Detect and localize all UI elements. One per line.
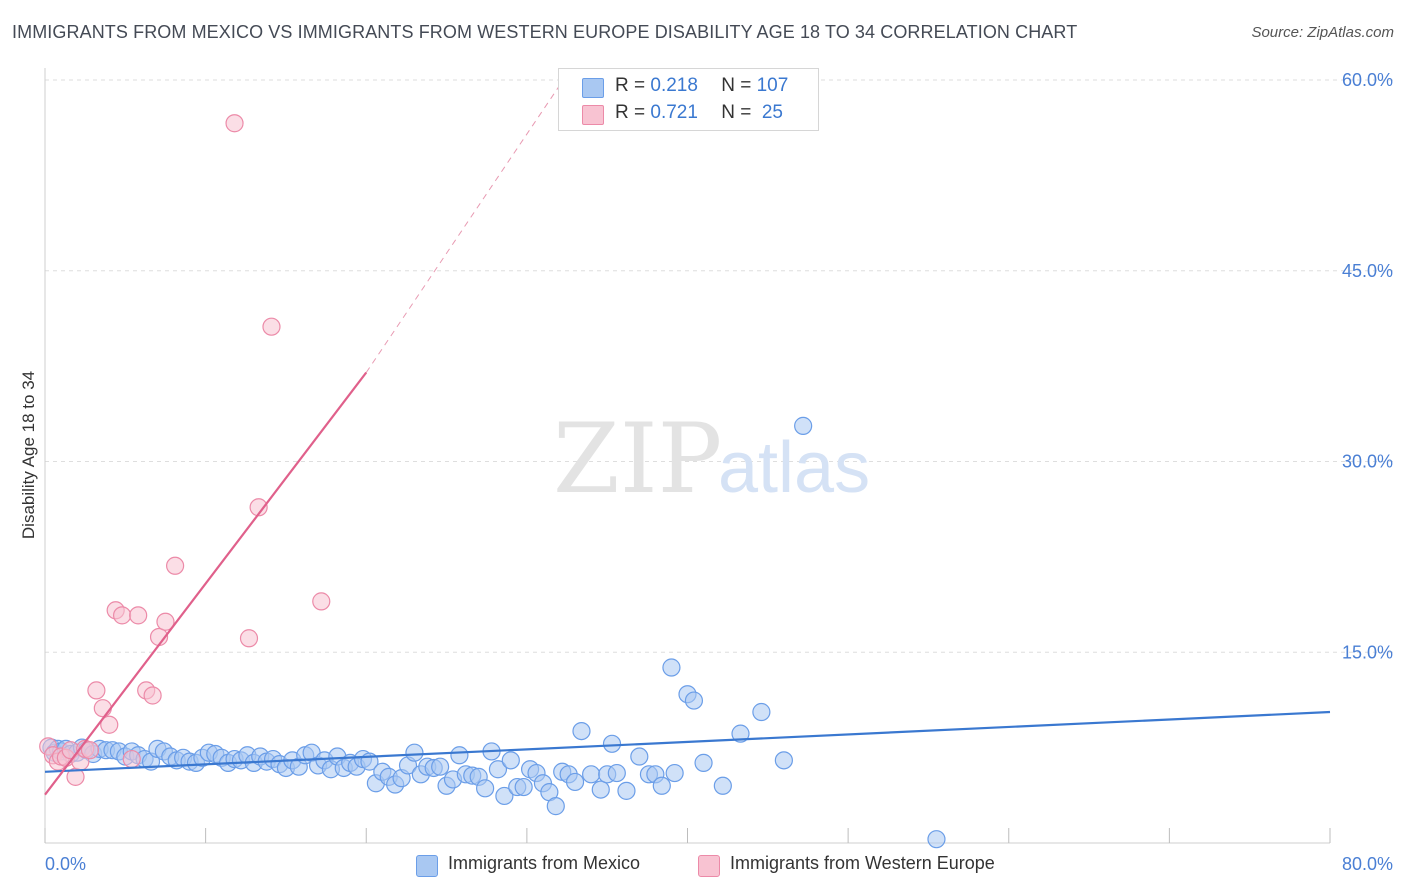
y-axis-title: Disability Age 18 to 34 <box>19 371 38 539</box>
legend-r-value: 0.721 <box>650 102 698 123</box>
point-western-europe <box>129 606 148 625</box>
series-legend: Immigrants from Mexico Immigrants from W… <box>0 850 1406 880</box>
point-western-europe <box>156 612 175 631</box>
watermark-atlas: atlas <box>718 428 870 508</box>
y-tick-label: 30.0% <box>1342 452 1393 472</box>
legend-r-label: R = <box>615 102 651 123</box>
point-western-europe <box>87 681 106 700</box>
point-western-europe <box>262 317 281 336</box>
point-mexico <box>565 772 585 792</box>
point-mexico <box>713 776 732 795</box>
trendline <box>44 371 368 796</box>
legend-n-label: N = <box>721 75 757 96</box>
point-western-europe <box>80 741 100 760</box>
watermark-zip: ZIP <box>553 403 722 515</box>
point-mexico <box>652 776 671 795</box>
point-mexico <box>694 753 713 772</box>
point-western-europe <box>112 606 132 625</box>
legend-r-label: R = <box>615 75 651 96</box>
legend-n-label: N = <box>721 102 757 123</box>
point-western-europe <box>249 498 268 517</box>
point-mexico <box>607 763 626 783</box>
trendline-extension <box>365 86 560 373</box>
legend-swatch-western-europe <box>698 855 720 877</box>
point-mexico <box>662 658 681 677</box>
point-mexico <box>488 760 508 779</box>
point-mexico <box>684 691 704 710</box>
point-mexico <box>582 765 601 784</box>
trendline <box>44 710 1331 773</box>
legend-row-mexico: R = 0.218 N = 107 <box>582 75 789 98</box>
y-tick-label: 15.0% <box>1342 642 1393 662</box>
point-mexico <box>617 781 636 800</box>
chart-source: Source: ZipAtlas.com <box>1251 24 1394 41</box>
legend-n-value: 107 <box>756 75 789 96</box>
point-mexico <box>501 751 520 770</box>
trend-layer <box>44 86 1331 796</box>
point-mexico <box>450 746 469 765</box>
legend-n-value: 25 <box>756 102 783 123</box>
point-western-europe <box>143 686 162 705</box>
point-mexico <box>602 734 622 753</box>
y-tick-label: 45.0% <box>1342 261 1393 281</box>
point-mexico <box>927 830 946 849</box>
point-mexico <box>591 780 610 799</box>
point-mexico <box>572 721 591 741</box>
point-mexico <box>405 743 424 762</box>
watermark: ZIP atlas <box>553 403 870 515</box>
point-western-europe <box>225 114 244 133</box>
correlation-legend: R = 0.218 N = 107 R = 0.721 N = 25 <box>558 68 819 131</box>
point-mexico <box>431 757 450 776</box>
y-tick-label: 60.0% <box>1342 70 1393 90</box>
axes-layer: 15.0% 30.0% 45.0% 60.0% 0.0% 80.0% <box>44 68 1393 874</box>
x-tick-label-min: 0.0% <box>45 854 86 874</box>
point-western-europe <box>312 592 331 611</box>
point-mexico <box>495 786 514 806</box>
point-mexico <box>731 724 750 743</box>
chart-title: IMMIGRANTS FROM MEXICO VS IMMIGRANTS FRO… <box>12 22 1078 42</box>
x-tick-label-max: 80.0% <box>1342 854 1393 874</box>
point-mexico <box>752 702 771 722</box>
point-western-europe <box>100 715 119 734</box>
legend-swatch-mexico <box>582 78 604 98</box>
point-mexico <box>476 779 495 798</box>
legend-item-mexico[interactable]: Immigrants from Mexico <box>416 853 641 877</box>
legend-r-value: 0.218 <box>650 75 698 96</box>
point-mexico <box>665 763 684 783</box>
legend-swatch-mexico <box>416 855 438 877</box>
legend-label-western-europe: Immigrants from Western Europe <box>730 853 995 873</box>
point-mexico <box>546 797 565 816</box>
point-mexico <box>774 751 793 770</box>
point-western-europe <box>239 629 259 648</box>
point-western-europe <box>93 699 112 718</box>
legend-label-mexico: Immigrants from Mexico <box>448 853 641 873</box>
legend-item-western-europe[interactable]: Immigrants from Western Europe <box>698 853 995 877</box>
grid-layer <box>45 79 1395 653</box>
point-mexico <box>514 777 533 797</box>
series-western-europe-points <box>39 114 331 786</box>
point-mexico <box>630 747 649 766</box>
point-western-europe <box>122 749 141 769</box>
legend-row-western-europe: R = 0.721 N = 25 <box>582 102 783 125</box>
legend-swatch-western-europe <box>582 105 604 125</box>
point-mexico <box>794 416 813 435</box>
point-western-europe <box>166 556 185 575</box>
